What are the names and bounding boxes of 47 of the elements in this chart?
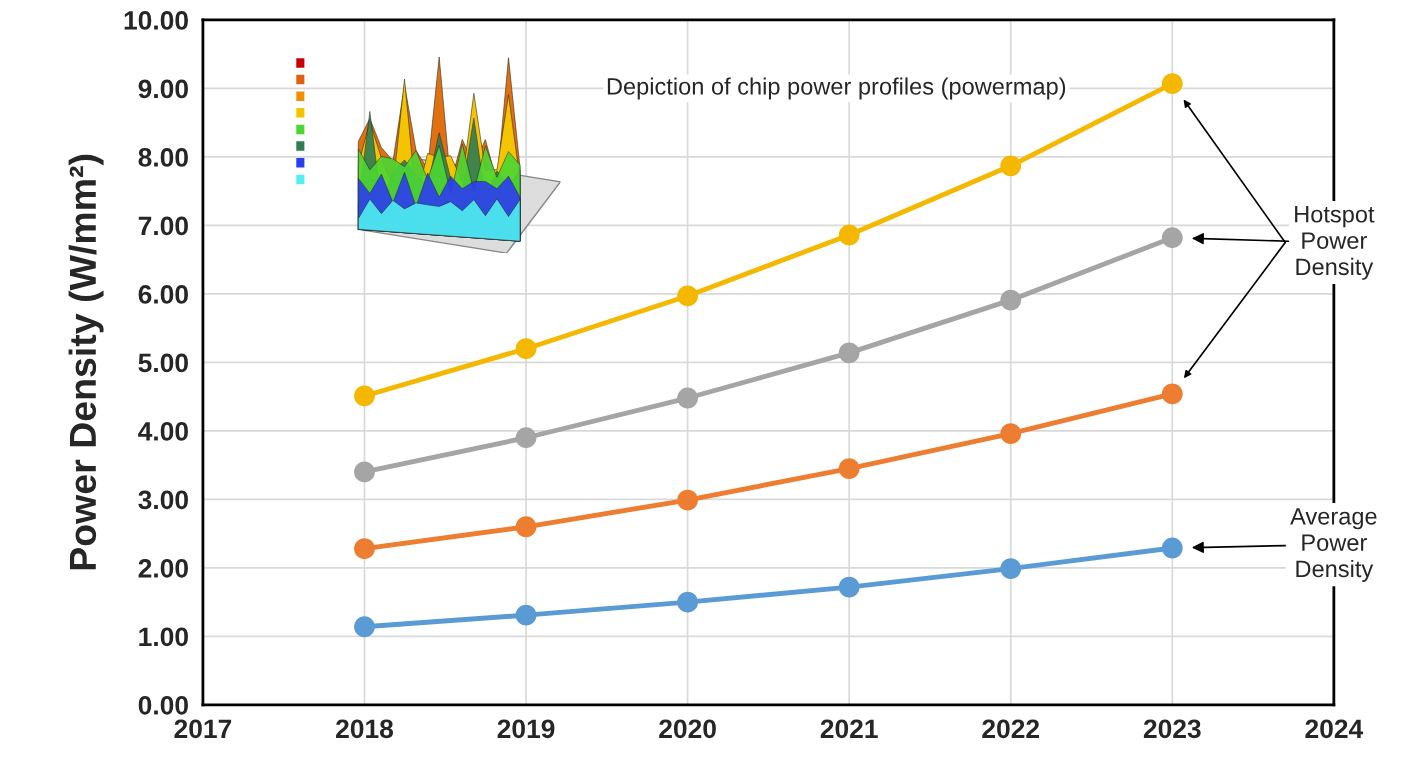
y-tick-label: 1.00: [139, 627, 188, 647]
point: [1000, 289, 1022, 311]
y-tick-label: 9.00: [138, 79, 188, 99]
x-tick-label: 2019: [497, 719, 555, 739]
point: [354, 385, 375, 407]
point: [838, 342, 860, 364]
y-tick-label: 6.00: [138, 285, 188, 304]
point: [1161, 537, 1183, 559]
point: [838, 458, 860, 479]
point: [1161, 73, 1183, 95]
point: [838, 224, 860, 246]
point: [515, 604, 537, 626]
point: [354, 461, 375, 483]
x-tick-label: 2018: [336, 719, 394, 739]
y-tick-label: 0.00: [138, 696, 188, 715]
point: [1000, 558, 1022, 579]
point: [677, 489, 699, 511]
x-tick-label: 2017: [174, 719, 232, 739]
point: [1000, 423, 1022, 445]
x-tick-label: 2020: [659, 719, 716, 739]
point: [354, 616, 375, 638]
point: [1161, 227, 1183, 249]
point: [677, 387, 699, 409]
x-tick-label: 2023: [1143, 719, 1201, 739]
point: [1161, 383, 1183, 405]
point: [354, 538, 375, 560]
y-tick-label: 4.00: [138, 422, 188, 441]
point: [838, 576, 860, 598]
point: [677, 591, 699, 613]
y-tick-label: 8.00: [138, 148, 188, 167]
y-tick-label: 7.00: [138, 216, 188, 236]
x-tick-label: 2022: [982, 719, 1040, 739]
point: [1000, 155, 1022, 177]
x-tick-label: 2021: [820, 719, 878, 739]
y-tick-label: 10.00: [124, 11, 188, 30]
point: [515, 516, 537, 538]
x-tick-label: 2024: [1305, 719, 1364, 739]
y-axis-title: Power Density (W/mm²): [68, 154, 104, 570]
point: [515, 427, 537, 449]
y-tick-label: 5.00: [138, 353, 188, 373]
point: [677, 285, 699, 307]
annotation: Average Power Density: [1290, 508, 1377, 582]
annotation: Hotspot Power Density: [1295, 206, 1375, 280]
y-tick-label: 3.00: [138, 490, 188, 510]
point: [515, 338, 537, 360]
annotation: Depiction of chip power profiles (powermap): [607, 77, 1066, 100]
y-tick-label: 2.00: [138, 559, 188, 578]
